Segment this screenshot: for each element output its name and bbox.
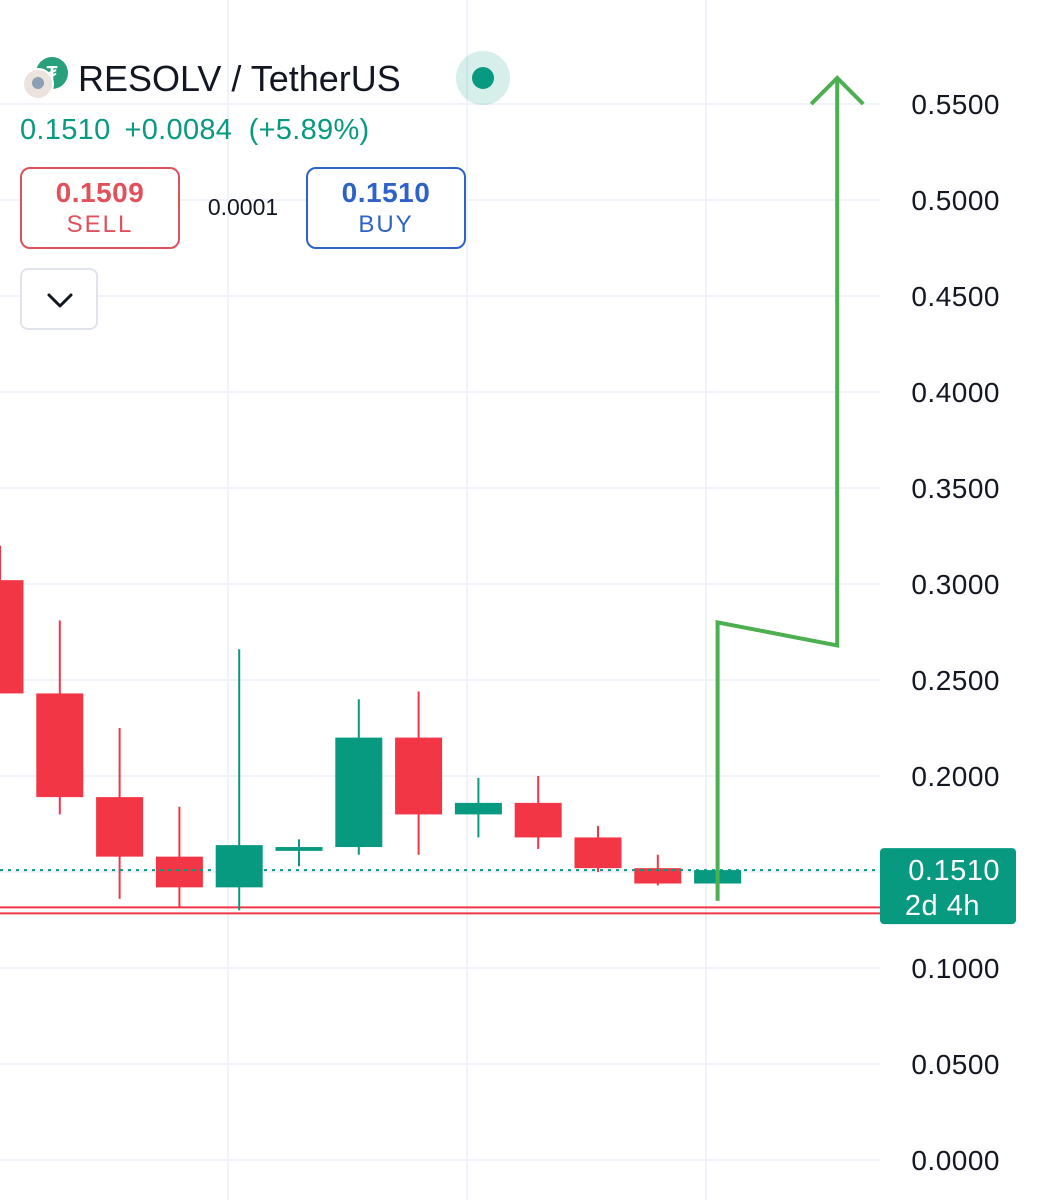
target-arrow-head [809,75,865,106]
price-axis-label: 0.0500 [911,1049,1000,1080]
current-price-tag-price: 0.1510 [908,855,1000,887]
candle-body [335,737,383,848]
candle-body [155,856,203,888]
buy-label: BUY [358,211,414,238]
price-change-percent: (+5.89%) [248,114,370,146]
current-price-tag-countdown: 2d 4h [905,890,980,922]
candle-body [514,802,562,838]
price-axis-label: 0.3500 [911,473,1000,504]
symbol-name: RESOLV / TetherUS [78,58,401,99]
candle-body [36,693,84,798]
candle[interactable] [36,620,84,815]
price-axis-label: 0.4000 [911,377,1000,408]
buy-button[interactable]: 0.1510 BUY [306,167,466,249]
candle-body [275,847,323,851]
candle[interactable] [574,825,622,872]
candle[interactable] [275,839,323,867]
candle[interactable] [215,649,263,911]
symbol-header: ₮ RESOLV / TetherUS 0.1510 +0.0084 (+5.89… [0,0,880,340]
price-axis-label: 0.5500 [911,89,1000,120]
resolv-logo-icon [22,68,54,100]
candle-body [395,737,443,815]
candle[interactable] [454,777,502,838]
last-price: 0.1510 [20,114,111,146]
price-axis-label: 0.2500 [911,665,1000,696]
candles [0,545,742,911]
chevron-down-icon [47,293,73,308]
price-change: +0.0084 [124,114,233,146]
price-axis-label: 0.2000 [911,761,1000,792]
sell-price: 0.1509 [55,177,145,208]
price-axis-label: 0.4500 [911,281,1000,312]
candle-body [215,845,263,888]
candle-body [96,797,144,857]
market-status-icon[interactable] [456,51,510,105]
candle-body [0,580,24,694]
candle[interactable] [335,699,383,855]
buy-price: 0.1510 [341,177,431,208]
symbol-row[interactable]: ₮ RESOLV / TetherUS [20,56,401,102]
candle-body [574,837,622,869]
candle-body [454,802,502,815]
candle[interactable] [0,545,24,694]
collapse-button[interactable] [20,268,98,330]
candle[interactable] [155,806,203,907]
price-axis: 0.0000 0.0500 0.1000 0.2000 0.2500 0.3000 0.35… [911,89,1000,1176]
sell-label: SELL [66,211,134,238]
current-price-tag-bg [880,848,1016,925]
price-axis-label: 0.1000 [911,953,1000,984]
candle-body [634,868,682,884]
price-axis-label: 0.0000 [911,1145,1000,1176]
candle[interactable] [514,776,562,849]
symbol-logo: ₮ [20,56,70,102]
price-axis-label: 0.3000 [911,569,1000,600]
price-axis-label: 0.5000 [911,185,1000,216]
candle[interactable] [96,728,144,899]
sell-button[interactable]: 0.1509 SELL [20,167,180,249]
support-lines [0,906,880,915]
candle[interactable] [395,691,443,855]
spread-value: 0.0001 [207,194,279,220]
target-arrow [715,78,840,901]
current-price-tag: 0.1510 2d 4h [880,848,1016,925]
price-summary: 0.1510 +0.0084 (+5.89%) [20,114,370,147]
